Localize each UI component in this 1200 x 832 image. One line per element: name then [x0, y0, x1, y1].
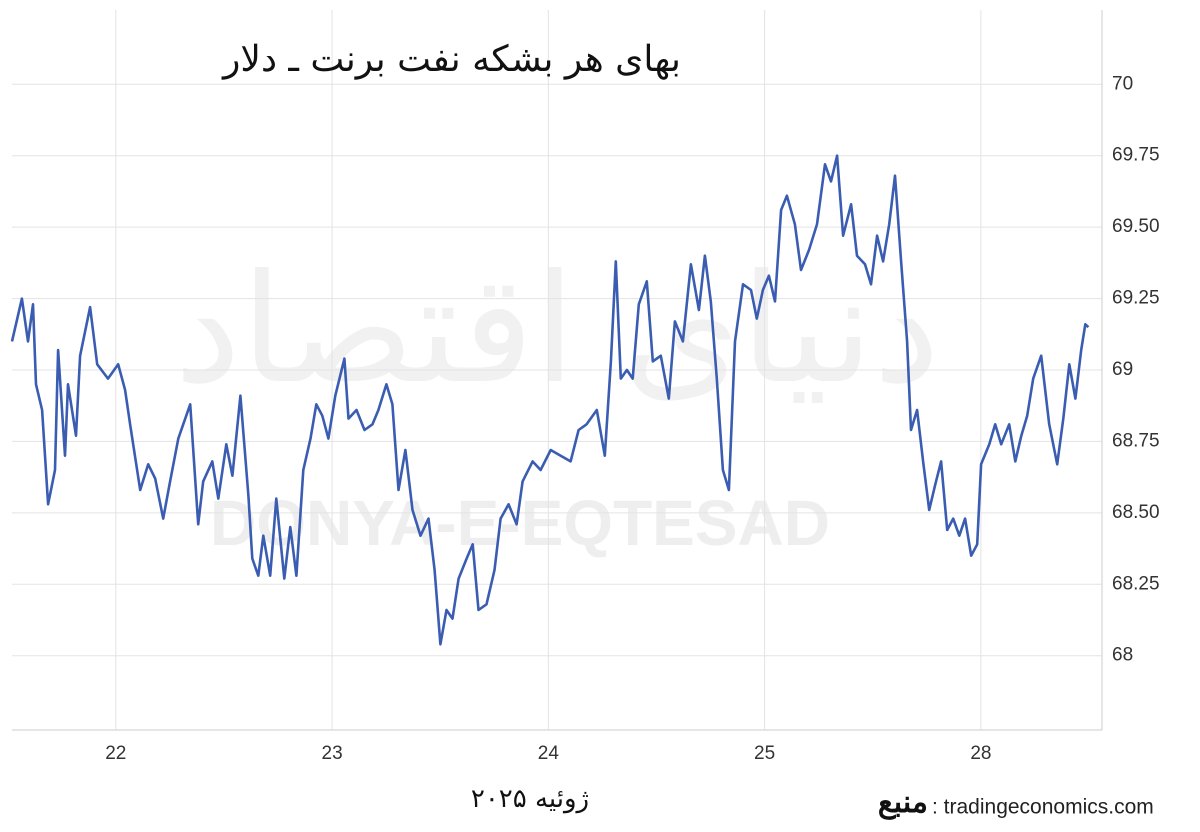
x-axis-label: ژوئیه ۲۰۲۵	[471, 784, 589, 814]
y-tick-label: 68.75	[1112, 430, 1160, 451]
y-tick-label: 69.75	[1112, 145, 1160, 166]
y-tick-label: 68	[1112, 645, 1133, 666]
y-tick-label: 69.25	[1112, 288, 1160, 309]
x-tick-label: 23	[322, 743, 343, 764]
x-tick-label: 22	[105, 743, 126, 764]
price-line	[10, 154, 1090, 646]
x-tick-label: 24	[538, 743, 560, 764]
y-tick-label: 68.50	[1112, 502, 1160, 523]
x-tick-label: 28	[970, 743, 991, 764]
y-tick-label: 69	[1112, 359, 1133, 380]
y-tick-label: 69.50	[1112, 216, 1160, 237]
y-tick-label: 68.25	[1112, 573, 1160, 594]
x-tick-label: 25	[754, 743, 775, 764]
chart-title: بهای هر بشکه نفت برنت ـ دلار	[221, 39, 681, 80]
source: : tradingeconomics.com	[932, 796, 1154, 819]
watermark: دنیای اقتصاد	[174, 243, 940, 417]
y-tick-label: 70	[1112, 73, 1133, 94]
source-label: منبع	[878, 785, 928, 820]
